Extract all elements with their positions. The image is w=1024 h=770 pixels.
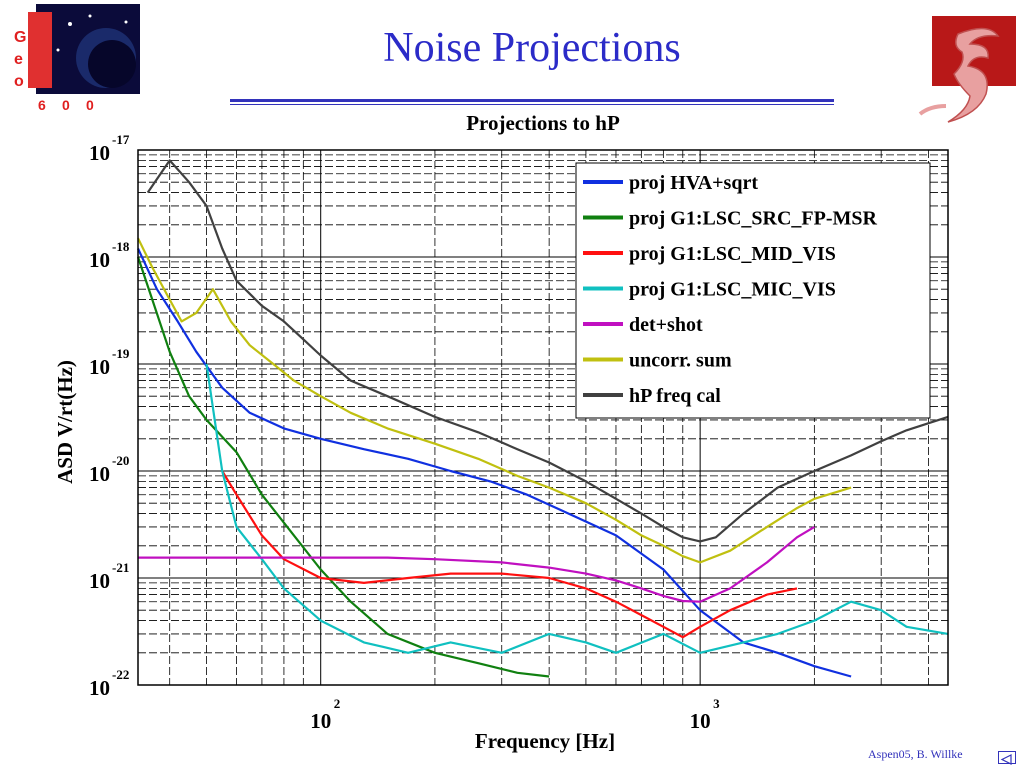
legend-label: proj G1:LSC_MIC_VIS xyxy=(629,279,836,301)
logo-letter: e xyxy=(14,51,23,68)
slide-title: Noise Projections xyxy=(383,25,681,71)
series-line-1 xyxy=(137,248,852,678)
y-tick-exponent: -17 xyxy=(112,132,130,147)
y-tick-label: 10 xyxy=(89,248,110,272)
y-tick-exponent: -20 xyxy=(112,453,129,468)
y-tick-exponent: -19 xyxy=(112,346,130,361)
series-line-7 xyxy=(146,159,949,543)
y-tick-label: 10 xyxy=(89,355,110,379)
series-line-4 xyxy=(205,363,949,654)
series-group xyxy=(136,159,949,678)
y-axis-label: ASD V/rt(Hz) xyxy=(53,360,77,484)
legend-box xyxy=(575,162,931,419)
series-line-6 xyxy=(137,237,852,564)
geo600-planet-logo-icon: G e o 6 0 0 xyxy=(14,4,140,113)
legend: proj HVA+sqrt proj G1:LSC_SRC_FP-MSRproj … xyxy=(575,162,931,419)
x-axis-label: Frequency [Hz] xyxy=(475,729,615,753)
xi-institute-logo-icon xyxy=(918,16,1016,123)
legend-label: proj G1:LSC_SRC_FP-MSR xyxy=(629,208,878,230)
legend-label: proj G1:LSC_MID_VIS xyxy=(629,243,836,265)
back-arrow-icon xyxy=(1000,754,1012,765)
logo-letter: o xyxy=(14,73,24,90)
x-tick-exponent: 3 xyxy=(713,696,720,711)
legend-label: hP freq cal xyxy=(629,385,721,407)
x-tick-label: 10 xyxy=(310,709,331,733)
legend-label: det+shot xyxy=(629,314,703,336)
chart-title: Projections to hP xyxy=(466,111,620,135)
y-tick-exponent: -22 xyxy=(112,667,129,682)
y-tick-label: 10 xyxy=(89,462,110,486)
series-line-2 xyxy=(136,256,550,678)
logo-letter: 0 xyxy=(62,97,70,113)
y-tick-exponent: -21 xyxy=(112,560,129,575)
title-divider xyxy=(230,99,834,102)
footer-credit: Aspen05, B. Willke xyxy=(868,747,963,761)
logo-planet-shadow xyxy=(88,40,136,88)
back-button[interactable] xyxy=(998,751,1016,765)
title-divider-thin xyxy=(230,104,834,105)
y-tick-label: 10 xyxy=(89,141,110,165)
logo-letter: 6 xyxy=(38,97,46,113)
y-tick-exponent: -18 xyxy=(112,239,130,254)
plot-frame xyxy=(137,149,949,686)
y-tick-label: 10 xyxy=(89,676,110,700)
x-tick-exponent: 2 xyxy=(334,696,341,711)
series-line-3 xyxy=(221,470,798,639)
logo-letter: 0 xyxy=(86,97,94,113)
logo-letter: G xyxy=(14,29,26,46)
y-tick-label: 10 xyxy=(89,569,110,593)
legend-label: proj HVA+sqrt xyxy=(629,172,758,194)
logo-xi-glyph xyxy=(947,27,1000,123)
legend-label: uncorr. sum xyxy=(629,350,732,372)
x-tick-label: 10 xyxy=(690,709,711,733)
logo-red-bar xyxy=(28,12,52,88)
series-line-5 xyxy=(138,525,815,603)
